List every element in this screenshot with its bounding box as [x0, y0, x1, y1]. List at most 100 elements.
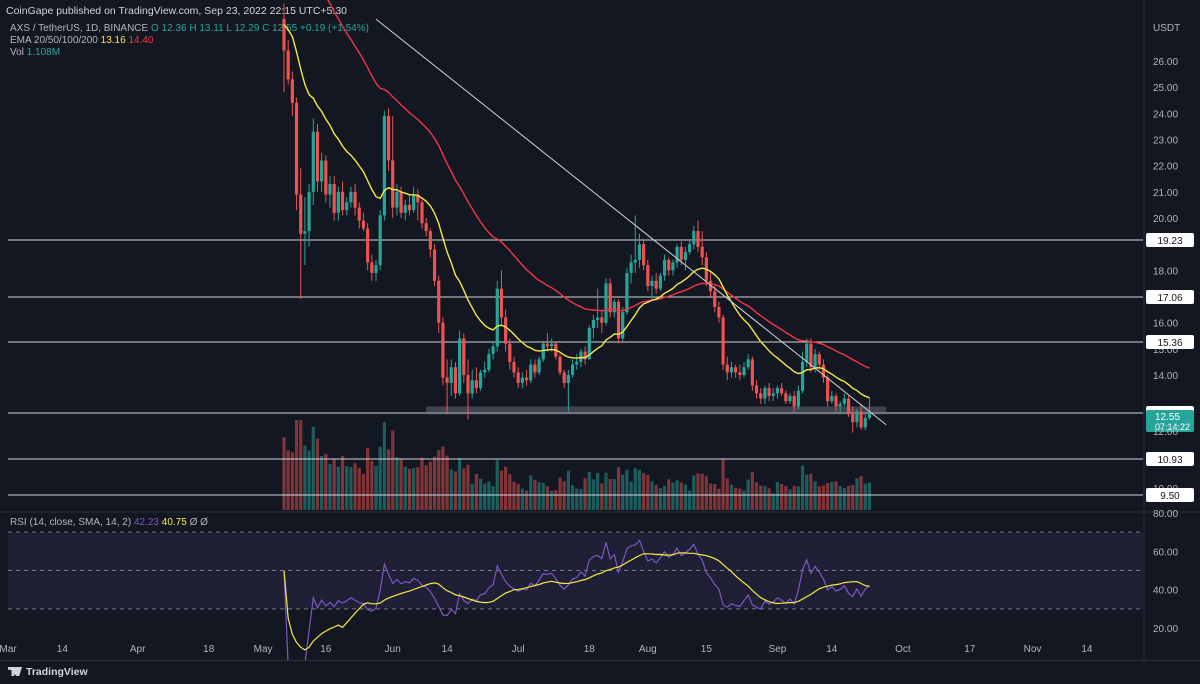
- time-tick-label[interactable]: Nov: [1024, 644, 1042, 655]
- candle-body: [332, 183, 336, 213]
- ema-legend[interactable]: EMA 20/50/100/200 13.16 14.40: [10, 35, 153, 46]
- candle-body: [290, 79, 294, 103]
- candle-body: [495, 288, 499, 347]
- volume-bar: [725, 478, 729, 510]
- price-tick-label: 14.00: [1153, 371, 1178, 382]
- candle-body: [307, 191, 311, 232]
- level-price-tag: [1146, 290, 1194, 304]
- volume-bar: [696, 473, 700, 510]
- volume-legend[interactable]: Vol 1.108M: [10, 47, 60, 58]
- time-tick-label[interactable]: 18: [584, 644, 596, 655]
- volume-bar: [558, 477, 562, 510]
- volume-bar: [504, 466, 508, 510]
- volume-bar: [554, 490, 558, 510]
- volume-bar: [432, 456, 437, 510]
- candle-body: [345, 202, 349, 211]
- time-tick-label[interactable]: 14: [1081, 644, 1093, 655]
- rsi-label[interactable]: RSI (14, close, SMA, 14, 2): [10, 517, 132, 528]
- ema20-line: [283, 24, 870, 399]
- time-tick-label[interactable]: 17: [964, 644, 976, 655]
- price-axis[interactable]: USDT 26.00 25.00 24.00 23.00 22.00 21.00 20.00 1…: [1146, 23, 1194, 635]
- time-tick-label[interactable]: Mar: [0, 644, 17, 655]
- candle-body: [286, 50, 290, 80]
- volume-bar: [767, 488, 771, 510]
- candle-body: [851, 414, 855, 423]
- candle-body: [679, 246, 683, 260]
- candle-body: [453, 367, 458, 394]
- price-chart[interactable]: USDT 26.00 25.00 24.00 23.00 22.00 21.00 20.00 1…: [0, 0, 1200, 660]
- candle-body: [826, 377, 830, 402]
- volume-bar: [458, 458, 462, 510]
- candle-body: [646, 265, 650, 287]
- candle-body: [478, 372, 483, 389]
- candle-body: [311, 131, 315, 192]
- volume-bar: [412, 468, 416, 510]
- descending-trendline: [375, 18, 887, 426]
- level-price-tag: [1146, 452, 1194, 466]
- volume-bar: [859, 476, 863, 510]
- candle-body: [830, 395, 834, 402]
- candle-body: [662, 259, 667, 276]
- time-tick-label[interactable]: Apr: [130, 644, 146, 655]
- time-tick-label[interactable]: Jul: [512, 644, 525, 655]
- time-tick-label[interactable]: 14: [826, 644, 838, 655]
- candle-body: [838, 403, 842, 407]
- candle-body: [734, 367, 738, 373]
- volume-bar: [395, 457, 399, 510]
- volume-bar: [566, 470, 570, 510]
- level-price-label: 17.06: [1157, 293, 1182, 304]
- time-tick-label[interactable]: Jun: [385, 644, 401, 655]
- volume-bar: [596, 473, 600, 510]
- symbol-name[interactable]: AXS / TetherUS, 1D, BINANCE: [10, 23, 149, 34]
- ema-label[interactable]: EMA 20/50/100/200: [10, 35, 98, 46]
- volume-bar: [788, 489, 792, 510]
- price-axis-unit: USDT: [1153, 23, 1180, 34]
- time-tick-label[interactable]: 18: [203, 644, 215, 655]
- volume-bar: [721, 459, 725, 510]
- time-tick-label[interactable]: 14: [442, 644, 454, 655]
- candle-body: [420, 202, 424, 224]
- symbol-legend[interactable]: AXS / TetherUS, 1D, BINANCE O 12.36 H 13…: [10, 23, 369, 34]
- candle-body: [524, 377, 529, 381]
- time-tick-label[interactable]: Oct: [895, 644, 911, 655]
- candle-body: [470, 380, 474, 394]
- candle-body: [391, 160, 395, 208]
- volume-bar: [483, 483, 487, 510]
- tradingview-logo[interactable]: TradingView: [8, 666, 88, 678]
- time-axis[interactable]: Mar 14 Apr 18 May 16 Jun 14 Jul 18 Aug 15 Sep 14 Oct 17…: [0, 644, 1093, 655]
- candle-body: [742, 367, 746, 376]
- candle-body: [633, 259, 637, 263]
- volume-bar: [734, 488, 738, 510]
- volume-bar: [842, 488, 846, 510]
- candle-body: [771, 393, 775, 396]
- candle-body: [591, 320, 596, 328]
- volume-bar: [349, 466, 353, 510]
- candle-body: [462, 338, 466, 376]
- candle-body: [637, 244, 642, 260]
- rsi-legend[interactable]: RSI (14, close, SMA, 14, 2) 42.23 40.75 …: [10, 517, 208, 528]
- candle-body: [541, 343, 545, 360]
- volume-bar: [742, 490, 746, 510]
- candle-body: [842, 398, 846, 404]
- candle-body: [449, 367, 453, 383]
- volume-bar: [478, 478, 483, 510]
- volume-bar: [642, 473, 646, 510]
- volume-bar: [650, 481, 654, 510]
- candle-body: [616, 301, 621, 339]
- volume-bar: [637, 469, 642, 510]
- rsi-value: 42.23: [133, 517, 159, 528]
- candle-body: [846, 398, 851, 415]
- time-tick-label[interactable]: 16: [320, 644, 332, 655]
- time-tick-label[interactable]: Sep: [769, 644, 787, 655]
- bar-countdown: 07:14:22: [1155, 422, 1190, 432]
- candle-body: [437, 280, 441, 323]
- candle-body: [746, 359, 750, 368]
- candle-body: [600, 317, 604, 323]
- time-tick-label[interactable]: 14: [57, 644, 69, 655]
- volume-bar: [800, 465, 805, 510]
- vol-label[interactable]: Vol: [10, 47, 24, 58]
- time-tick-label[interactable]: Aug: [639, 644, 657, 655]
- candle-body: [717, 306, 721, 318]
- time-tick-label[interactable]: May: [254, 644, 273, 655]
- time-tick-label[interactable]: 15: [701, 644, 713, 655]
